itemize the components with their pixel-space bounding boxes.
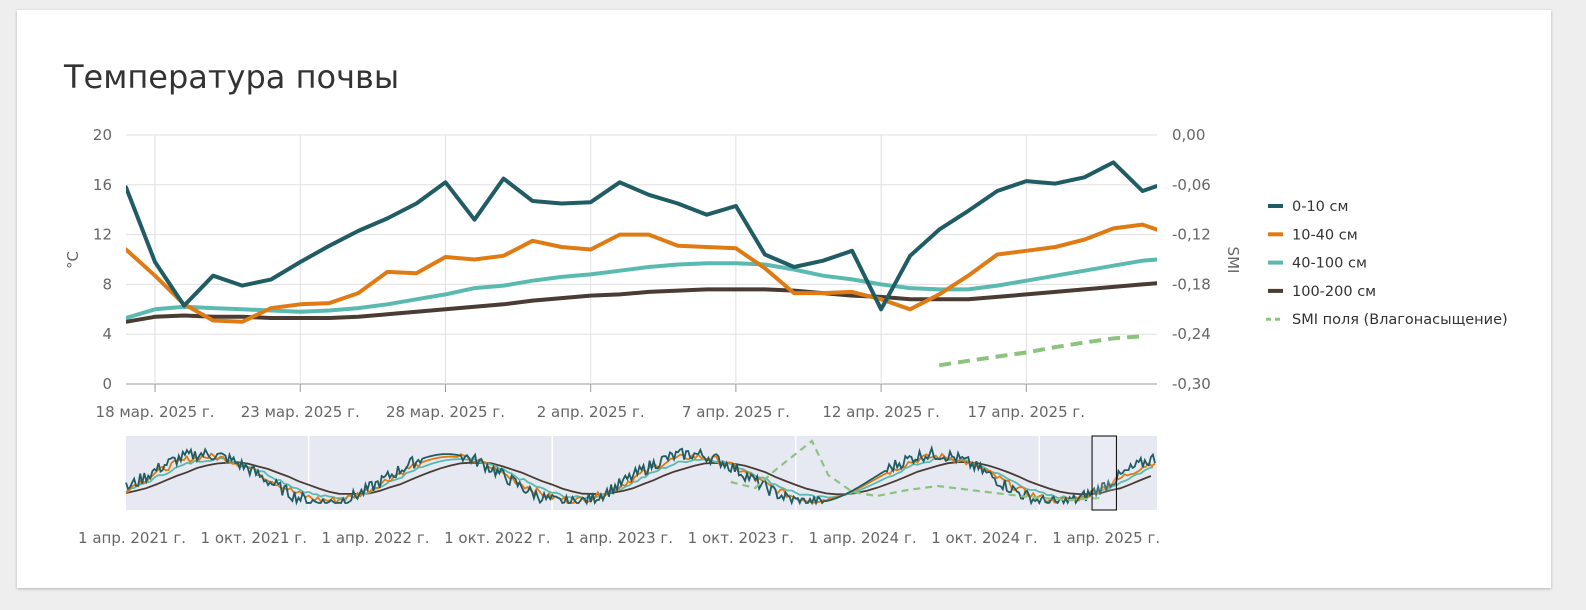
navigator-x-label: 1 апр. 2025 г.: [1052, 529, 1160, 547]
navigator-x-label: 1 апр. 2024 г.: [809, 529, 917, 547]
navigator-x-label: 1 апр. 2021 г.: [78, 529, 186, 547]
series-line-4[interactable]: [938, 334, 1143, 368]
x-tick-label: 7 апр. 2025 г.: [682, 403, 790, 421]
y-axis-title: °C: [64, 251, 82, 269]
x-tick-label: 17 апр. 2025 г.: [968, 403, 1086, 421]
series-line-3[interactable]: [126, 281, 1157, 324]
y2-tick-label: -0,12: [1172, 226, 1211, 244]
x-tick-label: 18 мар. 2025 г.: [96, 403, 215, 421]
y-tick-label: 20: [93, 126, 112, 144]
navigator-series-0-10: [125, 444, 1156, 506]
y-tick-label: 12: [93, 226, 112, 244]
y2-tick-label: -0,30: [1172, 375, 1211, 393]
x-tick-label: 12 апр. 2025 г.: [822, 403, 940, 421]
navigator-x-label: 1 апр. 2022 г.: [322, 529, 430, 547]
plot-area: 0 4 8 12 16 20 -0,30 -0,24 -0,18 -0,12 -0,06 0,00 18…: [64, 126, 1242, 421]
series-line-0[interactable]: [126, 160, 1157, 312]
legend-item[interactable]: 0-10 см: [1292, 199, 1348, 215]
navigator-x-label: 1 окт. 2024 г.: [931, 529, 1037, 547]
series-line-1[interactable]: [126, 222, 1157, 324]
y2-axis-title: SMI: [1224, 247, 1242, 274]
y-tick-label: 8: [102, 275, 112, 293]
y2-tick-label: 0,00: [1172, 126, 1205, 144]
legend-item[interactable]: 100-200 см: [1292, 284, 1376, 300]
y2-tick-label: -0,24: [1172, 325, 1211, 343]
navigator-selection[interactable]: [1091, 435, 1117, 511]
legend: 0-10 см 10-40 см 40-100 см 100-200 см SMI по…: [1266, 199, 1508, 328]
legend-item[interactable]: 40-100 см: [1292, 256, 1367, 272]
navigator-x-label: 1 окт. 2022 г.: [444, 529, 550, 547]
x-tick-label: 23 мар. 2025 г.: [241, 403, 360, 421]
y-tick-label: 0: [102, 375, 112, 393]
navigator[interactable]: 1 апр. 2021 г. 1 окт. 2021 г. 1 апр. 2022 …: [78, 435, 1160, 547]
legend-item[interactable]: SMI поля (Влагонасыщение): [1292, 312, 1508, 328]
navigator-x-label: 1 апр. 2023 г.: [565, 529, 673, 547]
series-line-2[interactable]: [126, 257, 1157, 320]
y-tick-label: 4: [102, 325, 112, 343]
navigator-series-smi: [730, 439, 1101, 502]
navigator-series-10-40: [125, 452, 1156, 505]
legend-item[interactable]: 10-40 см: [1292, 227, 1358, 243]
navigator-x-label: 1 окт. 2021 г.: [201, 529, 307, 547]
y2-tick-label: -0,18: [1172, 275, 1211, 293]
navigator-x-label: 1 окт. 2023 г.: [688, 529, 794, 547]
y2-tick-label: -0,06: [1172, 176, 1211, 194]
page-title: Температура почвы: [64, 58, 400, 96]
y-tick-label: 16: [93, 176, 112, 194]
x-tick-label: 28 мар. 2025 г.: [386, 403, 505, 421]
x-tick-label: 2 апр. 2025 г.: [537, 403, 645, 421]
